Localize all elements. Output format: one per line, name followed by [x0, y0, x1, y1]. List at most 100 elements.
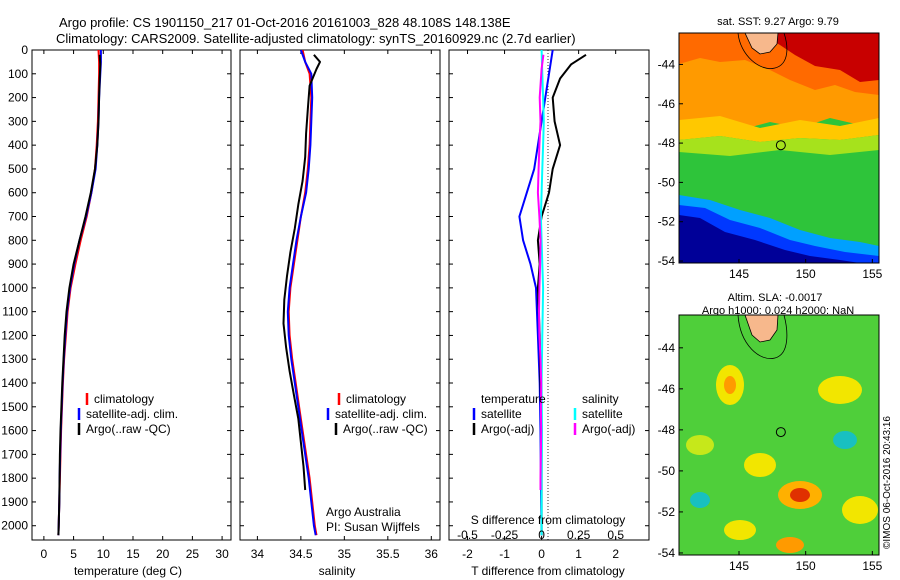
difference-depth-ticks [449, 49, 649, 527]
depth-tick-label: 200 [8, 91, 28, 105]
temperature-xlabel: temperature (deg C) [74, 564, 182, 578]
salinity-xlabel: salinity [319, 564, 356, 578]
x-tick-label: -1 [499, 547, 510, 561]
lon-tick-label: 150 [796, 267, 816, 281]
depth-tick-label: 1900 [1, 495, 28, 509]
x-tick-label: 0 [41, 547, 48, 561]
s-difference-tick-labels: -0.5 -0.25 0 0.25 0.5 [457, 528, 624, 542]
lat-tick-label: -44 [658, 57, 676, 71]
series-line-s-argo-adj [536, 54, 545, 490]
salinity-legend: climatology satellite-adj. clim. Argo(..… [326, 392, 428, 436]
temperature-axes-frame [31, 49, 232, 541]
depth-tick-label: 100 [8, 67, 28, 81]
depth-tick-label: 900 [8, 257, 28, 271]
sla-map-panel: Altim. SLA: -0.0017 Argo h1000: 0.024 h2… [658, 292, 893, 573]
salinity-axis-ticks: 34 34.5 35 35.5 36 [251, 50, 438, 561]
sst-map-title: sat. SST: 9.27 Argo: 9.79 [717, 16, 839, 28]
lat-tick-label: -50 [658, 175, 676, 189]
lat-tick-label: -54 [658, 546, 676, 560]
legend-label-argo: Argo(..raw -QC) [343, 422, 428, 436]
lat-tick-label: -48 [658, 136, 676, 150]
depth-tick-label: 800 [8, 233, 28, 247]
lat-tick-label: -46 [658, 97, 676, 111]
legend-heading-salinity: salinity [582, 392, 619, 406]
pi-annotation: PI: Susan Wijffels [326, 520, 420, 534]
difference-axes-frame [448, 49, 650, 541]
x-tick-label: 34 [251, 547, 265, 561]
salinity-axes-frame [239, 49, 441, 541]
depth-tick-label: 0 [21, 43, 28, 57]
x-tick-label: 35 [338, 547, 352, 561]
depth-tick-label: 1500 [1, 400, 28, 414]
depth-tick-label: 2000 [1, 519, 28, 533]
depth-tick-label: 1700 [1, 447, 28, 461]
legend-label-s-satellite: satellite [582, 407, 623, 421]
sst-map-panel: sat. SST: 9.27 Argo: 9.79 145 150 155 -44 -4… [658, 16, 883, 281]
depth-tick-label: 1400 [1, 376, 28, 390]
series-line-argo-raw-qc [282, 54, 321, 491]
lat-tick-label: -50 [658, 464, 676, 478]
sla-blob [744, 453, 776, 477]
argo-australia-annotation: Argo Australia [326, 505, 401, 519]
legend-label-argo: Argo(..raw -QC) [86, 422, 171, 436]
series-line-satellite-adj-clim [286, 50, 317, 536]
x-tick-label: 25 [186, 547, 200, 561]
sst-yellow-band [679, 116, 879, 142]
x-tick-label: 30 [215, 547, 229, 561]
depth-tick-label: 400 [8, 138, 28, 152]
sla-blob [833, 431, 857, 449]
sst-float-position-marker [775, 140, 786, 151]
sla-blob [842, 496, 878, 524]
sla-map-ticks: 145 150 155 -44 -46 -48 -50 -52 -54 [658, 341, 883, 573]
temperature-axis-ticks: 0 5 10 15 20 25 30 [41, 50, 229, 561]
difference-panel: -2 -1 0 1 2 S difference from climatology -0… [448, 49, 650, 578]
s-difference-tick-label: 0 [538, 528, 545, 542]
sla-blob [724, 520, 756, 540]
legend-label-satellite: satellite-adj. clim. [86, 407, 178, 421]
x-tick-label: 34.5 [289, 547, 313, 561]
sla-blob [790, 488, 810, 502]
x-tick-label: -2 [462, 547, 473, 561]
sla-map-title-line1: Altim. SLA: -0.0017 [728, 292, 823, 304]
lat-tick-label: -44 [658, 341, 676, 355]
depth-tick-label: 700 [8, 210, 28, 224]
s-difference-label: S difference from climatology [471, 513, 626, 527]
x-tick-label: 5 [70, 547, 77, 561]
depth-tick-label: 1000 [1, 281, 28, 295]
legend-label-s-argo: Argo(-adj) [582, 422, 635, 436]
legend-label-t-satellite: satellite [481, 407, 522, 421]
s-difference-tick-label: -0.25 [491, 528, 519, 542]
s-difference-tick-label: -0.5 [457, 528, 478, 542]
sla-bathymetry-contour [737, 315, 788, 359]
sst-map-frame [678, 32, 880, 264]
lon-tick-label: 145 [729, 267, 749, 281]
depth-tick-label: 1800 [1, 471, 28, 485]
legend-heading-temperature: temperature [481, 392, 546, 406]
lat-tick-label: -52 [658, 215, 676, 229]
x-tick-label: 10 [97, 547, 111, 561]
sla-float-position-marker [775, 427, 786, 438]
lat-tick-label: -46 [658, 382, 676, 396]
sla-blob [690, 492, 710, 508]
lat-tick-label: -52 [658, 505, 676, 519]
sst-lime-band [679, 135, 879, 156]
legend-label-satellite: satellite-adj. clim. [335, 407, 427, 421]
lon-tick-label: 155 [862, 559, 882, 573]
x-tick-label: 2 [612, 547, 619, 561]
x-tick-label: 20 [156, 547, 170, 561]
sst-hot-band [760, 33, 879, 82]
depth-tick-label: 300 [8, 114, 28, 128]
s-difference-tick-label: 0.25 [567, 528, 591, 542]
depth-axis-ticks: 0 100 200 300 400 500 600 700 800 900 1000 1100 1200… [1, 43, 231, 533]
sla-map-title-line2: Argo h1000: 0.024 h2000: NaN [702, 305, 854, 317]
x-tick-label: 15 [126, 547, 140, 561]
difference-lines [518, 50, 587, 536]
sla-map-field [679, 315, 879, 555]
x-tick-label: 1 [575, 547, 582, 561]
figure-title-line2: Climatology: CARS2009. Satellite-adjuste… [56, 31, 576, 46]
sla-blob [818, 376, 862, 404]
legend-label-climatology: climatology [346, 392, 406, 406]
sla-blob [724, 376, 736, 394]
depth-tick-label: 1200 [1, 328, 28, 342]
depth-tick-label: 1300 [1, 352, 28, 366]
